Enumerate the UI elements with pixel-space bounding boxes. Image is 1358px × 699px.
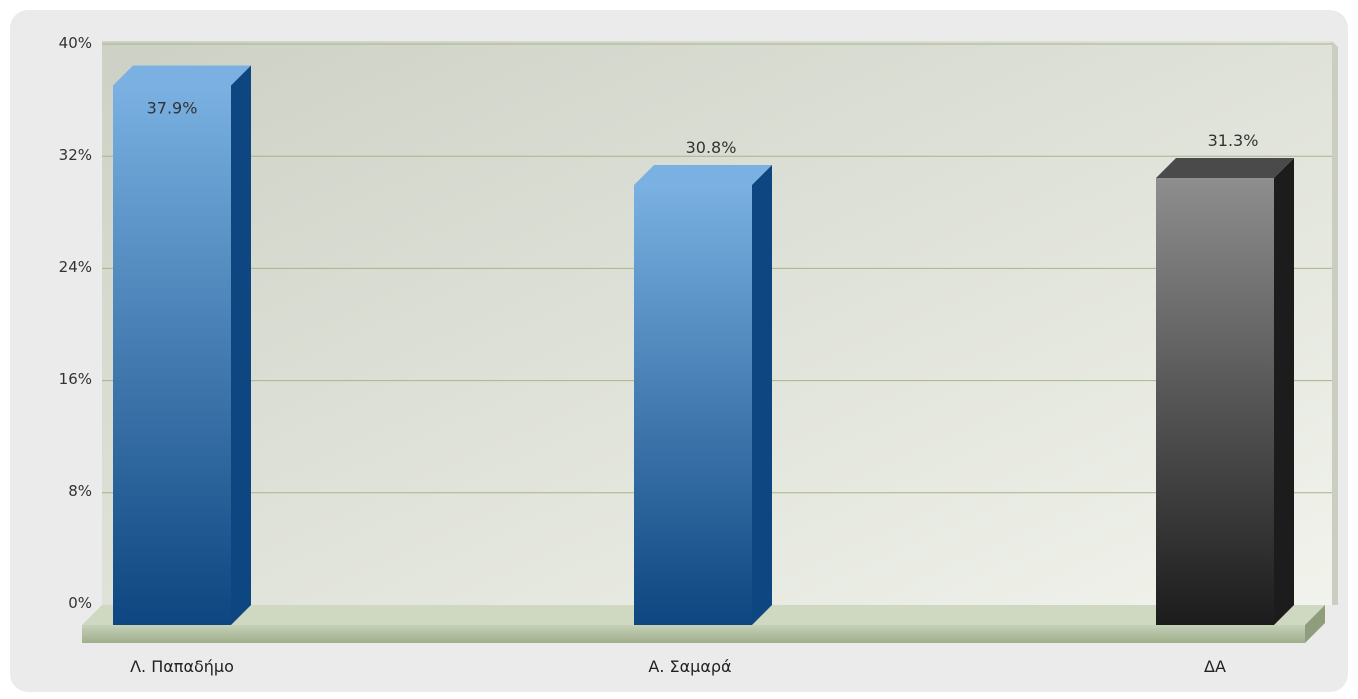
x-category-label: Α. Σαμαρά — [648, 657, 731, 676]
bar-front-face — [634, 185, 752, 625]
y-tick-label: 32% — [59, 146, 92, 164]
y-tick-label: 24% — [59, 258, 92, 276]
bar-front-face — [113, 85, 231, 625]
data-label: 31.3% — [1208, 131, 1259, 150]
bar-top-face — [1156, 158, 1294, 179]
bar — [634, 165, 772, 625]
chart-floor-side — [1305, 605, 1325, 643]
bar-front-face — [1156, 178, 1274, 625]
y-tick-label: 16% — [59, 370, 92, 388]
plot-side-edge — [1332, 41, 1338, 605]
y-tick-label: 8% — [68, 482, 92, 500]
y-tick-label: 40% — [59, 34, 92, 52]
chart-floor-front — [82, 625, 1305, 643]
bar-top-face — [634, 165, 772, 186]
bar — [113, 65, 251, 625]
x-category-label: Λ. Παπαδήμο — [130, 657, 234, 676]
y-tick-label: 0% — [68, 594, 92, 612]
bar-top-face — [113, 65, 251, 86]
bar-side-face — [231, 65, 251, 625]
bar-side-face — [1274, 158, 1294, 625]
data-label: 37.9% — [147, 98, 198, 117]
data-label: 30.8% — [686, 138, 737, 157]
bar — [1156, 158, 1294, 625]
x-category-label: ΔΑ — [1204, 657, 1226, 676]
bar-side-face — [752, 165, 772, 625]
